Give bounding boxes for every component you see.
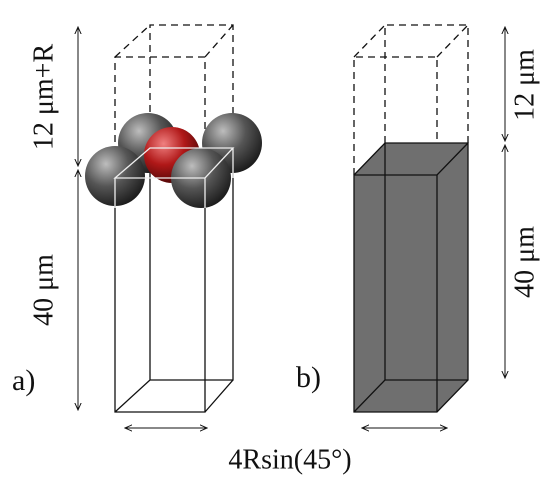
spheres bbox=[85, 113, 262, 208]
figure: 12 μm+R 40 μm a) b) 12 μm 40 μm 4Rsin(45… bbox=[0, 0, 541, 479]
height-label: 40 μm bbox=[509, 226, 540, 298]
height-label: 12 μm+R bbox=[28, 44, 59, 151]
height-label: 12 μm bbox=[509, 49, 540, 121]
panel-label: a) bbox=[12, 364, 35, 397]
box-a bbox=[115, 25, 233, 412]
height-label: 40 μm bbox=[28, 254, 59, 326]
width-label: 4Rsin(45°) bbox=[228, 444, 351, 475]
box-b bbox=[354, 25, 468, 412]
panel-label: b) bbox=[296, 361, 321, 394]
